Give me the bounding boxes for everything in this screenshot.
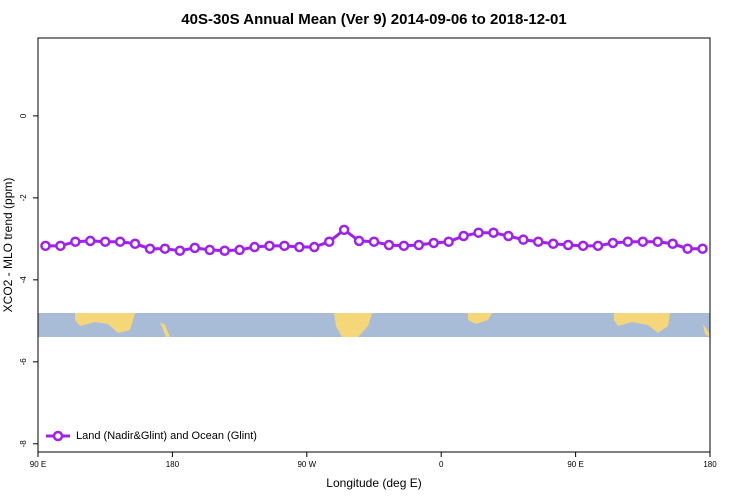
data-point xyxy=(398,240,410,252)
data-point xyxy=(234,244,245,256)
x-axis-label: Longitude (deg E) xyxy=(326,476,421,490)
data-point xyxy=(353,235,365,247)
data-point xyxy=(697,243,708,254)
data-point xyxy=(55,240,66,252)
legend-label: Land (Nadir&Glint) and Ocean (Glint) xyxy=(76,430,257,442)
data-point xyxy=(129,238,141,250)
data-point xyxy=(607,237,619,249)
data-point xyxy=(114,236,126,247)
x-tick-label: 180 xyxy=(703,460,717,469)
x-tick-label: 90 W xyxy=(297,460,316,469)
y-tick-label: 0 xyxy=(19,113,28,118)
data-point xyxy=(309,241,320,253)
y-tick-label: -8 xyxy=(19,440,28,448)
data-point xyxy=(473,227,484,238)
x-tick-label: 0 xyxy=(439,460,444,469)
y-tick-label: -2 xyxy=(19,194,28,202)
data-point xyxy=(592,240,604,252)
data-point xyxy=(637,236,649,247)
y-tick-label: -6 xyxy=(19,358,28,366)
plot-frame xyxy=(37,37,711,453)
data-point xyxy=(204,244,215,256)
data-point xyxy=(294,241,305,253)
data-point xyxy=(652,236,663,247)
data-point xyxy=(368,236,380,247)
data-point xyxy=(622,236,634,247)
data-point xyxy=(667,238,678,250)
data-point xyxy=(40,240,51,252)
chart-title: 40S-30S Annual Mean (Ver 9) 2014-09-06 t… xyxy=(181,11,566,28)
data-point xyxy=(428,237,439,249)
map-strip xyxy=(38,313,710,337)
data-point xyxy=(219,245,230,256)
data-point xyxy=(383,239,395,251)
data-point xyxy=(264,240,275,252)
data-point xyxy=(144,243,156,254)
data-point xyxy=(503,230,514,242)
data-point xyxy=(458,230,469,242)
data-point xyxy=(518,234,529,245)
data-point xyxy=(443,236,454,247)
x-tick-label: 90 E xyxy=(30,460,46,469)
data-point xyxy=(413,239,425,251)
data-point xyxy=(99,236,111,247)
data-point xyxy=(249,241,260,253)
y-axis-label: XCO2 - MLO trend (ppm) xyxy=(1,178,15,313)
data-point xyxy=(189,242,201,254)
data-point xyxy=(174,245,186,256)
x-tick-label: 180 xyxy=(166,460,180,469)
data-point xyxy=(85,235,96,247)
data-point xyxy=(488,227,499,238)
data-point xyxy=(338,224,350,236)
data-point xyxy=(70,236,81,247)
legend-marker xyxy=(52,430,64,442)
x-tick-label: 90 E xyxy=(567,460,583,469)
y-tick-label: -4 xyxy=(19,276,28,284)
data-point xyxy=(279,240,290,252)
data-point xyxy=(682,243,693,254)
data-point xyxy=(323,236,335,247)
data-point xyxy=(577,240,589,252)
data-point xyxy=(159,243,171,254)
data-point xyxy=(562,239,574,251)
data-point xyxy=(533,236,544,247)
data-point xyxy=(547,238,559,250)
